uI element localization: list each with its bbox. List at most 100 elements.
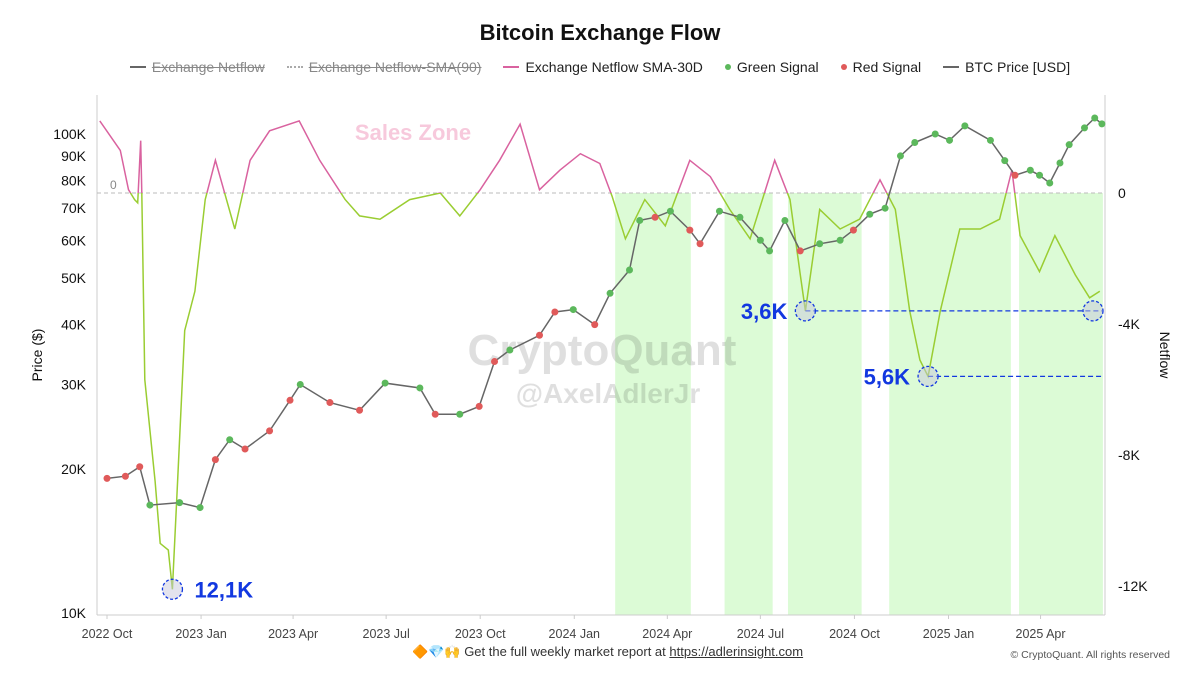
line-swatch-icon: [943, 66, 960, 68]
annotation-circle: [917, 365, 939, 388]
x-tick-label: 2025 Apr: [1016, 627, 1066, 641]
green-signal-point: [1036, 171, 1044, 179]
dot-swatch-icon: [840, 64, 847, 70]
green-zone: [787, 193, 862, 615]
x-tick-label: 2024 Jan: [549, 627, 600, 641]
green-zone: [615, 193, 691, 615]
copyright: © CryptoQuant. All rights reserved: [1010, 649, 1170, 661]
footer: 🔶💎🙌 Get the full weekly market report at…: [412, 644, 803, 660]
green-signal-point: [226, 436, 234, 444]
red-signal-point: [796, 247, 804, 255]
green-signal-point: [506, 346, 514, 354]
green-signal-point: [196, 504, 204, 512]
green-signal-point: [896, 152, 904, 160]
green-signal-point: [816, 240, 824, 248]
green-signal-point: [736, 213, 744, 221]
y-left-axis-title: Price ($): [29, 329, 45, 382]
netflow-sma30-line-positive: [99, 119, 1016, 193]
legend-item-btc-price[interactable]: BTC Price [USD]: [943, 59, 1070, 75]
y-left-tick-label: 80K: [61, 172, 87, 188]
red-signal-point: [356, 406, 364, 414]
annotation-circle-end: [1082, 300, 1104, 322]
green-signal-point: [296, 380, 304, 388]
red-signal-point: [1011, 171, 1019, 179]
green-signal-point: [911, 138, 919, 146]
emoji-icons: 🔶💎🙌: [412, 644, 461, 659]
green-signal-point: [416, 384, 424, 392]
annotation-label: 12,1K: [194, 577, 253, 602]
green-signal-point: [625, 266, 633, 274]
annotation-label: 3,6K: [741, 299, 788, 324]
green-signal-point: [961, 122, 969, 130]
green-signal-point: [1098, 120, 1106, 128]
green-signal-point: [1056, 159, 1064, 167]
green-signal-point: [931, 130, 939, 138]
legend-item-exchange-netflow[interactable]: Exchange Netflow: [129, 59, 265, 75]
green-signal-point: [1026, 166, 1034, 174]
x-tick-label: 2023 Oct: [455, 627, 506, 641]
y-left-tick-label: 90K: [61, 148, 87, 164]
red-signal-point: [286, 396, 294, 404]
legend-label: Red Signal: [852, 59, 922, 75]
annotation-circle: [794, 300, 817, 322]
legend-label: BTC Price [USD]: [965, 59, 1071, 75]
green-signal-point: [766, 247, 774, 255]
green-signal-point: [881, 204, 889, 212]
y-left-tick-label: 70K: [61, 200, 87, 216]
legend-item-green-signal[interactable]: Green Signal: [724, 59, 819, 75]
legend-label: Exchange Netflow: [151, 59, 265, 75]
dotted-line-swatch-icon: [286, 66, 303, 68]
x-tick-label: 2023 Jul: [363, 627, 410, 641]
red-signal-point: [536, 331, 544, 339]
green-zone: [1019, 193, 1103, 615]
report-link[interactable]: https://adlerinsight.com: [669, 644, 804, 659]
green-signal-point: [1091, 114, 1099, 122]
y-left-tick-label: 20K: [61, 461, 87, 477]
footer-text: Get the full weekly market report at: [464, 644, 666, 659]
red-signal-point: [686, 226, 694, 234]
green-signal-point: [866, 210, 874, 218]
legend-item-red-signal[interactable]: Red Signal: [840, 59, 922, 75]
legend-label: Green Signal: [736, 59, 819, 75]
green-signal-point: [666, 207, 674, 215]
y-right-axis-title: Netflow: [1157, 332, 1173, 380]
legend-label: Exchange Netflow SMA-30D: [525, 59, 703, 75]
legend-item-netflow-sma90[interactable]: Exchange Netflow-SMA(90): [286, 59, 481, 75]
annotation-circle: [161, 578, 184, 600]
zero-label: 0: [110, 178, 117, 192]
green-signal-point: [756, 236, 764, 244]
green-signal-point: [946, 136, 954, 144]
red-signal-point: [696, 240, 704, 248]
red-signal-point: [475, 402, 483, 410]
y-right-tick-label: -12K: [1118, 578, 1148, 594]
legend-item-netflow-sma30[interactable]: Exchange Netflow SMA-30D: [503, 59, 703, 75]
green-signal-point: [715, 207, 723, 215]
green-signal-point: [1046, 179, 1054, 187]
red-signal-point: [121, 472, 129, 480]
y-left-tick-label: 50K: [61, 270, 87, 286]
y-right-tick-label: 0: [1118, 185, 1126, 201]
y-right-tick-label: -8K: [1118, 447, 1140, 463]
x-tick-label: 2024 Oct: [829, 627, 880, 641]
green-signal-point: [1065, 141, 1073, 149]
green-signal-point: [836, 236, 844, 244]
green-signal-point: [381, 379, 389, 387]
red-signal-point: [651, 213, 659, 221]
y-left-tick-label: 100K: [53, 126, 86, 142]
green-signal-point: [606, 289, 614, 297]
y-left-tick-label: 30K: [61, 376, 87, 392]
green-signal-point: [1001, 157, 1009, 165]
dot-swatch-icon: [724, 64, 731, 70]
green-signal-point: [781, 216, 789, 224]
legend: Exchange Netflow Exchange Netflow-SMA(90…: [0, 59, 1200, 75]
x-tick-label: 2025 Jan: [923, 627, 974, 641]
x-tick-label: 2023 Apr: [268, 627, 318, 641]
green-zone: [724, 193, 773, 615]
line-swatch-icon: [503, 66, 520, 68]
green-signal-point: [456, 410, 464, 418]
green-zone: [889, 193, 1011, 615]
red-signal-point: [551, 308, 559, 316]
red-signal-point: [241, 445, 249, 453]
